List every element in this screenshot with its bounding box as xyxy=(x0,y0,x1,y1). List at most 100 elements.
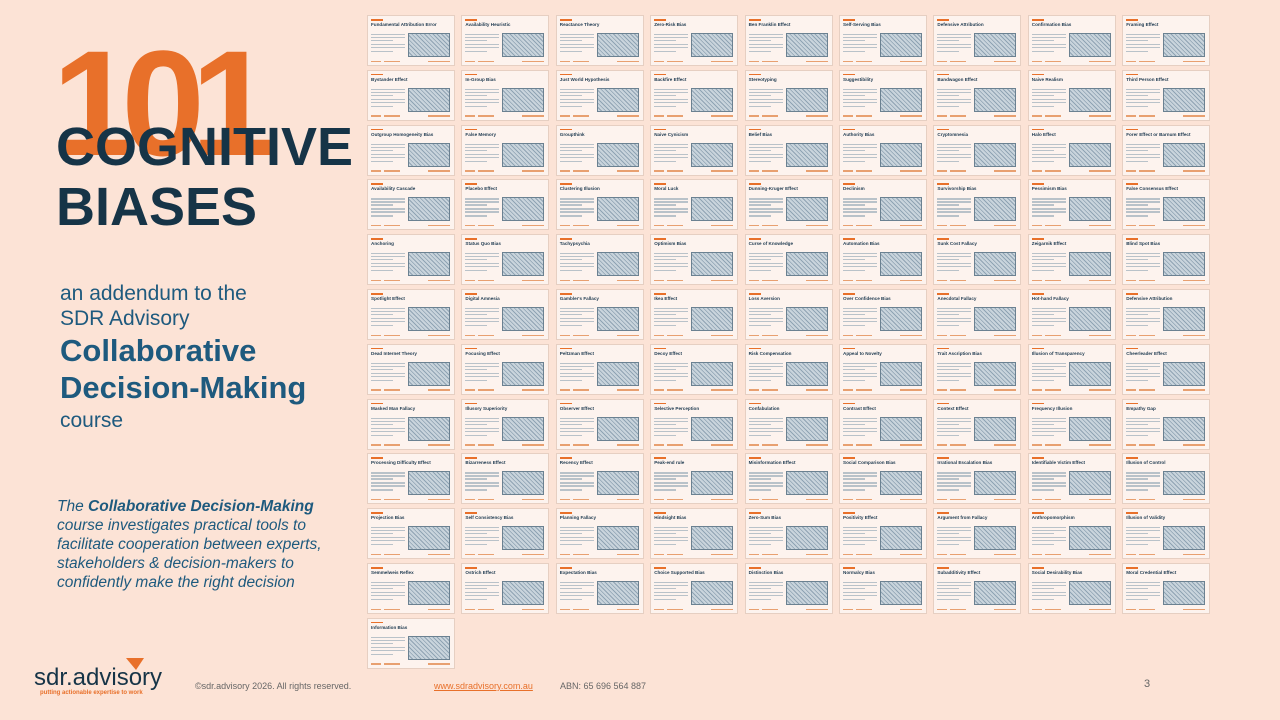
footer-bar xyxy=(711,608,734,610)
illustration xyxy=(691,581,734,605)
footer-bar xyxy=(478,498,495,501)
text-line xyxy=(748,263,783,265)
slide-thumbnail: Zero-Risk Bias xyxy=(650,15,739,66)
text-line xyxy=(843,588,865,590)
label-bar xyxy=(748,402,761,405)
slide-thumbnail: Survivorship Bias xyxy=(933,179,1022,231)
footer-bar xyxy=(805,170,828,172)
text-line xyxy=(654,489,677,491)
label-bar xyxy=(748,293,761,295)
text-line xyxy=(465,270,488,272)
text-line xyxy=(1031,143,1066,145)
label-bar xyxy=(654,347,667,350)
text-line xyxy=(559,585,594,587)
text-line xyxy=(654,362,689,365)
footer-bar xyxy=(937,115,948,117)
text-line xyxy=(1126,588,1149,590)
label-bar xyxy=(371,567,383,569)
text-line xyxy=(371,527,405,529)
text-line xyxy=(748,368,771,371)
text-line xyxy=(559,588,582,590)
text-line xyxy=(748,325,771,327)
text-line xyxy=(1126,582,1161,584)
text-line xyxy=(1031,211,1066,213)
label-bar xyxy=(843,457,855,459)
illustration xyxy=(974,252,1017,277)
slide-thumbnail: Appeal to Novelty xyxy=(839,343,927,395)
text-line xyxy=(654,211,689,213)
footer-bar xyxy=(371,663,381,665)
footer-bar xyxy=(384,389,400,391)
text-line xyxy=(1031,362,1066,365)
text-line xyxy=(843,211,877,213)
thumbnail-title: Misinformation Effect xyxy=(748,460,796,466)
text-line xyxy=(1126,540,1161,542)
text-line xyxy=(937,544,960,546)
website-link[interactable]: www.sdradvisory.com.au xyxy=(434,681,533,691)
text-line xyxy=(371,149,393,151)
text-line xyxy=(937,143,972,145)
illustration xyxy=(1068,526,1111,551)
footer-bar xyxy=(371,444,381,446)
slide-thumbnail: Halo Effect xyxy=(1027,124,1116,176)
text-line xyxy=(748,40,771,42)
text-line xyxy=(559,592,594,594)
emphasis: Collaborative Decision-Making xyxy=(88,498,314,515)
slide-thumbnail: Recency Effect xyxy=(555,453,644,505)
footer-bar xyxy=(654,224,665,227)
footer-bar xyxy=(900,60,922,62)
text-line xyxy=(843,372,877,375)
slide-thumbnail: Self-Serving Bias xyxy=(839,15,927,66)
text-line xyxy=(654,311,689,313)
text-line xyxy=(559,595,594,597)
text-line xyxy=(1126,143,1161,145)
footer-bar xyxy=(761,334,778,336)
illustration xyxy=(408,526,450,551)
footer-bar xyxy=(748,115,759,117)
text-line xyxy=(559,430,594,432)
footer-bar xyxy=(994,60,1017,62)
label-bar xyxy=(371,238,383,240)
text-line xyxy=(559,88,594,91)
illustration xyxy=(1163,197,1206,222)
text-line xyxy=(654,434,677,436)
illustration xyxy=(408,471,450,496)
thumbnail-title: Focusing Effect xyxy=(465,350,500,356)
slide-thumbnail: Context Effect xyxy=(933,398,1022,450)
text-line xyxy=(843,318,877,320)
text-line xyxy=(843,379,865,382)
illustration xyxy=(1163,307,1206,331)
footer-bar xyxy=(1044,334,1061,336)
text-line xyxy=(371,478,393,480)
label-bar xyxy=(843,347,855,350)
text-line xyxy=(654,314,677,316)
illustration xyxy=(502,197,545,222)
text-line xyxy=(843,94,865,97)
thumbnail-title: Halo Effect xyxy=(1031,131,1056,137)
slide-thumbnail: Irrational Escalation Bias xyxy=(933,453,1022,505)
text-line xyxy=(371,51,393,53)
text-line xyxy=(654,204,677,206)
illustration xyxy=(691,33,734,57)
text-line xyxy=(1031,91,1066,94)
label-bar xyxy=(1126,457,1139,459)
thumbnail-title: Argument from Fallacy xyxy=(937,515,988,521)
slide-thumbnail: Suggestibility xyxy=(839,69,927,121)
text-line xyxy=(465,88,500,91)
thumbnail-title: Reactance Theory xyxy=(559,22,600,27)
text-line xyxy=(748,434,771,436)
text-line xyxy=(843,198,877,200)
label-bar xyxy=(654,567,667,569)
text-line xyxy=(1031,47,1066,49)
slide-thumbnail: Confirmation Bias xyxy=(1027,15,1116,66)
illustration xyxy=(502,526,545,551)
text-line xyxy=(559,156,594,158)
illustration xyxy=(785,581,828,605)
footer-bar xyxy=(856,608,872,610)
text-line xyxy=(748,146,783,148)
text-line xyxy=(1031,588,1054,590)
text-line xyxy=(843,98,877,101)
text-line xyxy=(654,146,689,148)
label-bar xyxy=(654,402,667,405)
footer-bar xyxy=(1031,608,1042,610)
